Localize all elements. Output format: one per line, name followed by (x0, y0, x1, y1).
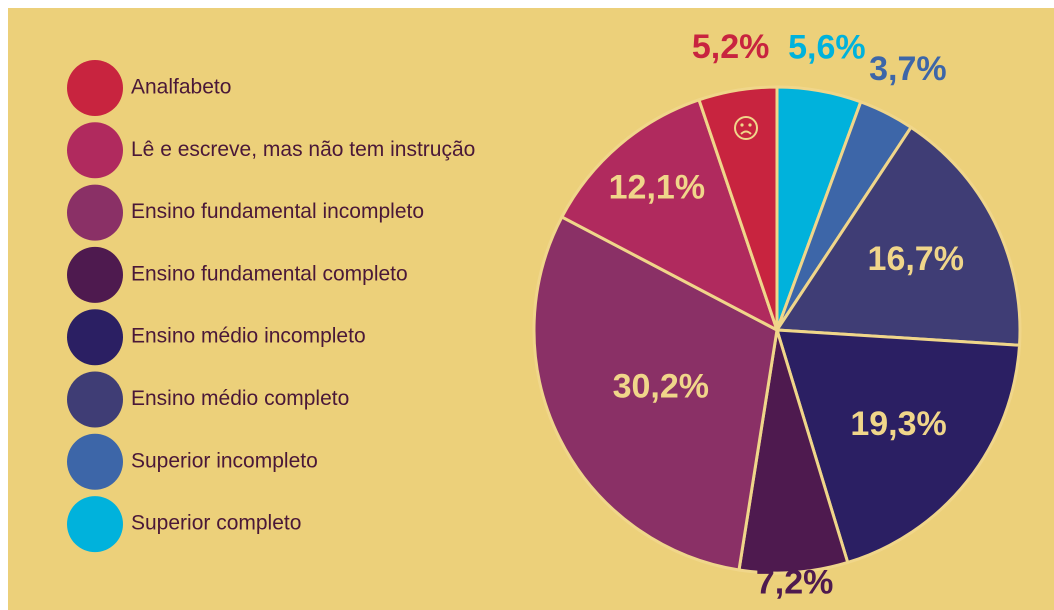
legend-label: Lê e escreve, mas não tem instrução (131, 138, 475, 161)
pie-slice (559, 97, 780, 334)
legend-swatch (67, 246, 123, 303)
value-labels: 5,6%3,7% 16,7% 19,3% 7,2% 30,2% 12,1% 5,2% (609, 28, 964, 602)
pie-slice (697, 85, 779, 331)
legend-swatch (67, 122, 123, 179)
legend-label: Ensino médio incompleto (131, 325, 366, 348)
legend-swatch (67, 371, 123, 428)
value-label: 16,7% (868, 240, 964, 278)
value-label: 3,7% (869, 50, 947, 88)
value-label: 30,2% (613, 367, 709, 405)
legend-swatch (67, 433, 123, 490)
pie-slice (737, 329, 850, 575)
value-label: 19,3% (850, 405, 946, 443)
value-label: 5,6% (788, 28, 866, 66)
legend-label: Ensino fundamental incompleto (131, 200, 424, 223)
legend-swatch (67, 496, 123, 553)
sad-face-icon (734, 116, 758, 140)
legend-label: Analfabeto (131, 76, 231, 99)
legend-swatch (67, 60, 123, 116)
legend-swatch (67, 184, 123, 241)
legend-label: Superior completo (131, 512, 301, 535)
value-label: 12,1% (609, 168, 705, 206)
value-label: 7,2% (756, 563, 834, 601)
legend: Analfabeto Lê e escreve, mas não tem inst… (67, 60, 475, 553)
legend-swatch (67, 309, 123, 366)
pie-slice (774, 328, 1022, 565)
pie (532, 85, 1022, 575)
legend-label: Ensino fundamental completo (131, 262, 408, 285)
pie-slice (532, 214, 779, 572)
pie-slice (774, 125, 1022, 347)
legend-label: Ensino médio completo (131, 387, 349, 410)
value-label: 5,2% (692, 28, 770, 66)
legend-label: Superior incompleto (131, 449, 318, 472)
